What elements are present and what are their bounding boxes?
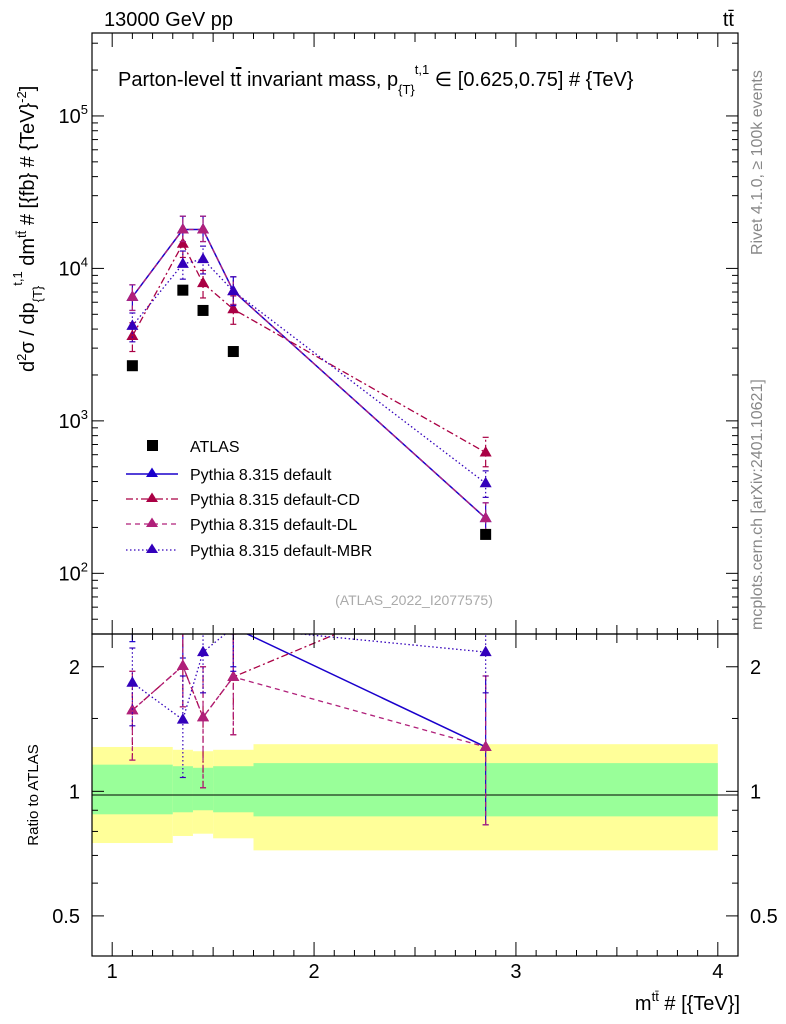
xtick-label-2: 3 bbox=[510, 961, 521, 983]
svg-text:Pythia 8.315 default: Pythia 8.315 default bbox=[190, 467, 332, 484]
ratio-pythia-8-315-default-dl-point-1 bbox=[176, 659, 189, 670]
main-atlas-point-3 bbox=[227, 346, 239, 358]
svg-text:Pythia 8.315 default-CD: Pythia 8.315 default-CD bbox=[190, 492, 360, 509]
ratio-pythia-8-315-default-dl-point-2 bbox=[197, 710, 210, 722]
ratio-ytick-label-right-1: 1 bbox=[750, 781, 761, 803]
ratio-ytick-label-0: 0.5 bbox=[52, 906, 80, 928]
analysis-watermark: (ATLAS_2022_I2077575) bbox=[335, 592, 493, 608]
main-pythia-8-315-default-mbr-point-4 bbox=[479, 476, 492, 488]
main-panel: 102 103 104 105 Parton-level tt invariant m… bbox=[10, 32, 739, 635]
header-process: tt̄ bbox=[723, 9, 735, 31]
main-pythia-8-315-default-dl-line bbox=[131, 228, 487, 519]
main-pythia-8-315-default-dl-point-4 bbox=[479, 511, 492, 523]
main-pythia-8-315-default-cd-point-2 bbox=[197, 276, 210, 288]
ratio-pythia-8-315-default-mbr-point-1 bbox=[176, 713, 189, 724]
ratio-pythia-8-315-default-point-2 bbox=[197, 565, 209, 576]
header-energy: 13000 GeV pp bbox=[104, 9, 233, 31]
xtick-label-0: 1 bbox=[107, 961, 118, 983]
main-atlas-point-1 bbox=[177, 284, 189, 296]
rivet-version-label: Rivet 4.1.0, ≥ 100k events bbox=[749, 70, 766, 255]
main-pythia-8-315-default-cd-point-1 bbox=[176, 237, 189, 248]
svg-text:Pythia 8.315 default-MBR: Pythia 8.315 default-MBR bbox=[190, 543, 372, 560]
main-pythia-8-315-default-mbr-point-0 bbox=[126, 319, 139, 330]
main-atlas-point-2 bbox=[197, 304, 209, 316]
legend-entry-mbr: Pythia 8.315 default-MBR bbox=[126, 543, 372, 560]
ratio-band-inner-0 bbox=[92, 764, 173, 815]
ratio-band-inner-3 bbox=[213, 766, 254, 813]
ratio-pythia-8-315-default-line bbox=[245, 634, 486, 748]
main-ytick-label-1: 103 bbox=[59, 407, 88, 433]
ratio-ytick-label-right-0: 0.5 bbox=[750, 906, 778, 928]
ratio-panel: 0.5 0.5 1 1 2 2 1 2 3 4 Ratio to ATLAS mtt̄ # [{T… bbox=[25, 565, 778, 1015]
main-pythia-8-315-default-dl-point-2 bbox=[197, 222, 210, 234]
ratio-pythia-8-315-default-point-0 bbox=[126, 598, 138, 609]
ratio-ytick-label-right-2: 2 bbox=[750, 657, 761, 679]
y-axis-label: d2σ / dp{T}t,1 dmtt̄ # [{fb} # {TeV}-2] bbox=[10, 86, 45, 372]
chart-title: Parton-level tt invariant mass, p{T}t,1 … bbox=[118, 62, 634, 97]
main-pythia-8-315-default-cd-point-0 bbox=[126, 329, 139, 341]
main-pythia-8-315-default-cd-point-3 bbox=[227, 302, 240, 314]
xtick-label-1: 2 bbox=[309, 961, 320, 983]
ratio-pythia-8-315-default-mbr-point-0 bbox=[126, 676, 139, 687]
main-atlas-point-0 bbox=[126, 360, 138, 372]
svg-text:Pythia 8.315 default-DL: Pythia 8.315 default-DL bbox=[190, 517, 357, 534]
ratio-pythia-8-315-default-dl-point-3 bbox=[227, 670, 240, 681]
main-pythia-8-315-default-dl-point-1 bbox=[176, 222, 189, 234]
svg-text:ATLAS: ATLAS bbox=[190, 439, 240, 456]
ratio-ytick-label-1: 1 bbox=[69, 781, 80, 803]
mcplots-source-label: mcplots.cern.ch [arXiv:2401.10621] bbox=[749, 379, 766, 630]
main-pythia-8-315-default-mbr-point-2 bbox=[197, 252, 210, 264]
ratio-band-inner-1 bbox=[172, 766, 193, 813]
ratio-pythia-8-315-default-point-1 bbox=[177, 620, 189, 631]
ratio-band-inner-2 bbox=[192, 767, 214, 811]
legend-entry-dl: Pythia 8.315 default-DL bbox=[126, 517, 357, 534]
ratio-pythia-8-315-default-mbr-point-2 bbox=[197, 645, 210, 657]
main-pythia-8-315-default-cd-point-4 bbox=[479, 446, 492, 457]
ratio-pythia-8-315-default-mbr-point-4 bbox=[479, 645, 492, 657]
legend-entry-default: Pythia 8.315 default bbox=[126, 467, 332, 484]
ratio-ytick-label-2: 2 bbox=[69, 657, 80, 679]
legend-entry-cd: Pythia 8.315 default-CD bbox=[126, 492, 360, 509]
main-ytick-label-0: 102 bbox=[59, 559, 88, 585]
legend: ATLAS Pythia 8.315 default Pythia 8.315 … bbox=[126, 439, 372, 560]
main-atlas-point-4 bbox=[480, 528, 492, 540]
xtick-label-3: 4 bbox=[712, 961, 723, 983]
x-axis-label: mtt̄ # [{TeV}] bbox=[635, 989, 740, 1015]
main-pythia-8-315-default-mbr-point-1 bbox=[176, 257, 189, 268]
main-ytick-label-3: 105 bbox=[59, 102, 88, 128]
main-pythia-8-315-default-dl-point-0 bbox=[126, 290, 139, 301]
ratio-panel-frame bbox=[91, 633, 739, 957]
main-pythia-8-315-default-mbr-point-3 bbox=[227, 284, 240, 296]
legend-entry-atlas: ATLAS bbox=[147, 439, 240, 456]
ratio-axis-label: Ratio to ATLAS bbox=[25, 744, 42, 845]
main-ytick-label-2: 104 bbox=[59, 254, 88, 280]
main-panel-frame bbox=[91, 32, 739, 635]
ratio-pythia-8-315-default-dl-point-4 bbox=[479, 740, 492, 751]
ratio-pythia-8-315-default-cd-point-4 bbox=[480, 565, 492, 576]
main-pythia-8-315-default-cd-line bbox=[131, 242, 486, 454]
